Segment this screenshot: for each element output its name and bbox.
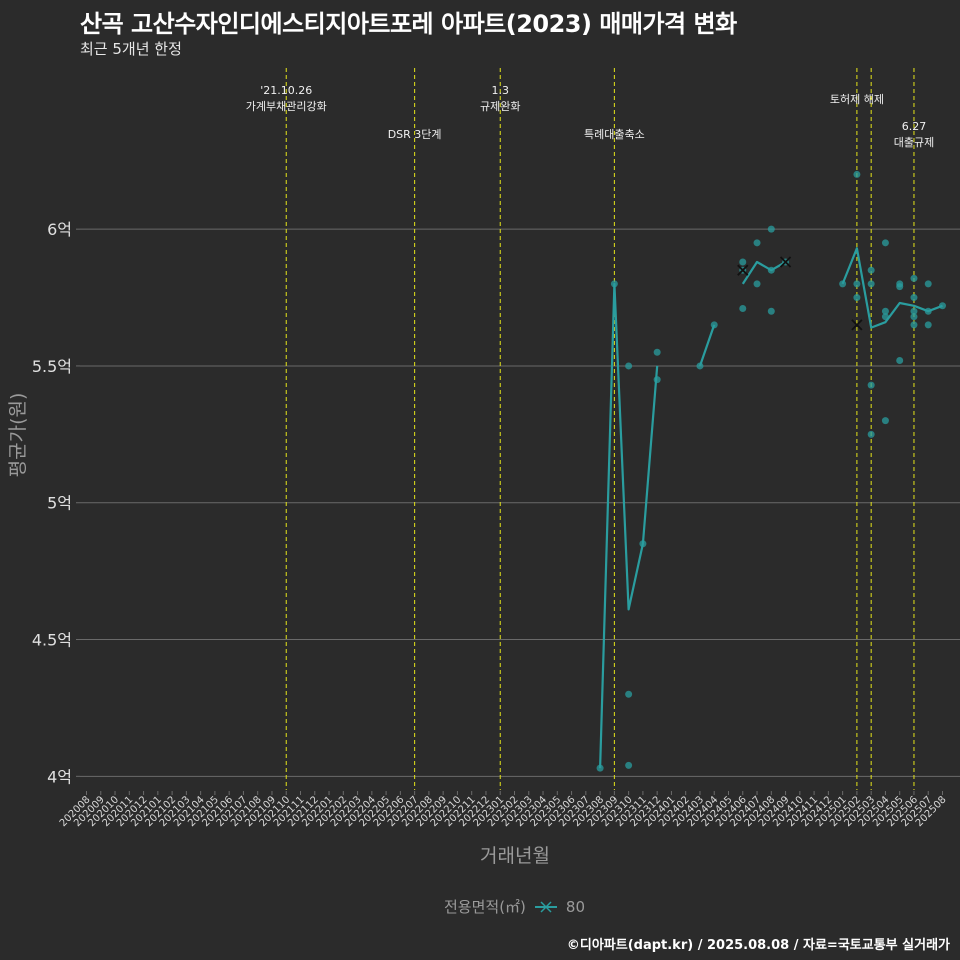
transaction-point [839,280,847,288]
transaction-point [739,304,747,312]
event-label: '21.10.26 [260,84,312,97]
legend: 전용면적(㎡) 80 [444,896,585,917]
source-caption: ©디아파트(dapt.kr) / 2025.08.08 / 자료=국토교통부 실… [566,938,950,953]
chart-title: 산곡 고산수자인디에스티지아트포레 아파트(2023) 매매가격 변화 [80,10,737,38]
transaction-point [625,362,633,370]
transaction-point [896,356,904,364]
transaction-point [881,307,889,315]
transaction-point [625,761,633,769]
y-tick-label: 5억 [47,494,72,513]
cancelled-transaction-mark [779,256,792,268]
event-label: 규제완화 [480,100,520,113]
transaction-point [924,280,932,288]
transaction-point [881,417,889,425]
transaction-point [767,307,775,315]
transaction-point [939,302,946,310]
transaction-point [639,540,647,548]
y-tick-label: 6억 [47,220,72,239]
event-label: 가계부채관리강화 [246,100,327,113]
y-tick-label: 4.5억 [32,631,72,650]
event-label: 1.3 [491,84,509,97]
average-price-line [599,247,943,769]
average-line-segment [599,282,659,769]
event-label: 특례대출축소 [584,128,645,141]
transaction-point [853,170,861,178]
transaction-point [710,321,718,329]
y-tick-label: 4억 [47,767,72,786]
transaction-points [596,170,946,772]
transaction-point [881,239,889,247]
transaction-point [881,313,889,321]
transaction-point [739,258,747,266]
transaction-point [867,430,875,438]
legend-title: 전용면적(㎡) [444,898,526,916]
transaction-point [867,280,875,288]
event-label: DSR 3단계 [388,128,442,141]
transaction-point [853,280,861,288]
transaction-point [910,313,918,321]
transaction-point [867,266,875,274]
transaction-point [896,283,904,291]
average-line-segment [741,260,787,285]
transaction-point [696,362,704,370]
transaction-point [924,321,932,329]
grid-lines [80,228,960,777]
transaction-point [910,307,918,315]
transaction-point [653,348,661,356]
transaction-point [753,280,761,288]
legend-label: 80 [565,897,585,916]
event-label: 대출규제 [894,136,934,149]
transaction-point [767,225,775,233]
transaction-point [653,376,661,384]
transaction-point [767,266,775,274]
average-line-segment [698,324,716,367]
event-label: 토허제 해제 [830,92,884,106]
transaction-point [853,294,861,302]
cancelled-transaction-mark [851,319,863,331]
average-line-segment [841,247,943,329]
transaction-point [610,280,618,288]
transaction-point [910,274,918,282]
cancelled-transaction-mark [737,264,749,276]
transaction-point [625,690,633,698]
chart-subtitle: 최근 5개년 한정 [80,40,182,58]
event-label: 6.27 [902,120,927,133]
transaction-point [924,307,932,315]
transaction-point [753,239,761,247]
legend-swatch-icon [534,900,557,913]
y-axis-label: 평균가(원) [7,393,29,478]
y-axis-ticks: 4억 4.5억 5억 5.5억 6억 [32,220,80,786]
x-axis-ticks: 2020082020092020102020112020122021012021… [58,791,949,829]
transaction-point [596,764,604,772]
transaction-point [910,294,918,302]
transaction-point [867,381,875,389]
y-tick-label: 5.5억 [32,357,72,376]
transaction-point [910,321,918,329]
x-axis-label: 거래년월 [480,845,550,867]
